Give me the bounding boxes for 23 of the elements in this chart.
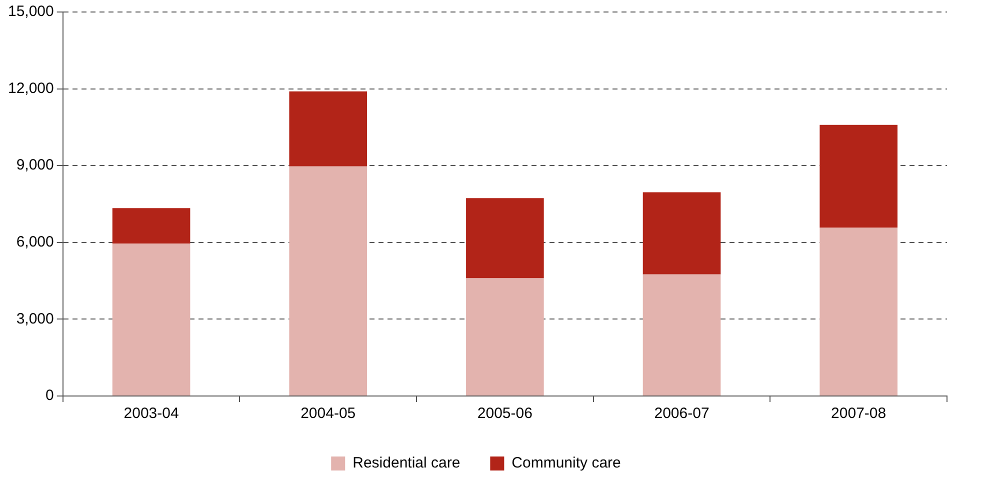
x-tick-label: 2005-06 [477,405,532,422]
y-tick-label: 12,000 [8,80,54,97]
y-tick-label: 9,000 [16,156,54,174]
y-tick-label: 6,000 [16,234,54,251]
bar [820,124,898,228]
y-tick-label: 15,000 [8,3,54,20]
x-tick-label: 2004-05 [300,405,356,422]
y-tick-label: 0 [46,387,54,404]
legend-label: Community care [512,454,621,472]
x-tick-label: 2006-07 [654,405,710,422]
bar [289,91,368,166]
bar [289,166,368,396]
bar [112,244,190,396]
y-tick-label: 3,000 [16,310,54,328]
bar [642,274,721,396]
bar [112,208,190,244]
bar [466,198,544,278]
bar [466,278,544,396]
bar [820,228,898,396]
legend-label: Residential care [352,454,460,472]
x-tick-label: 2003-04 [124,405,179,422]
x-tick-label: 2007-08 [831,405,886,422]
bar [642,192,721,274]
